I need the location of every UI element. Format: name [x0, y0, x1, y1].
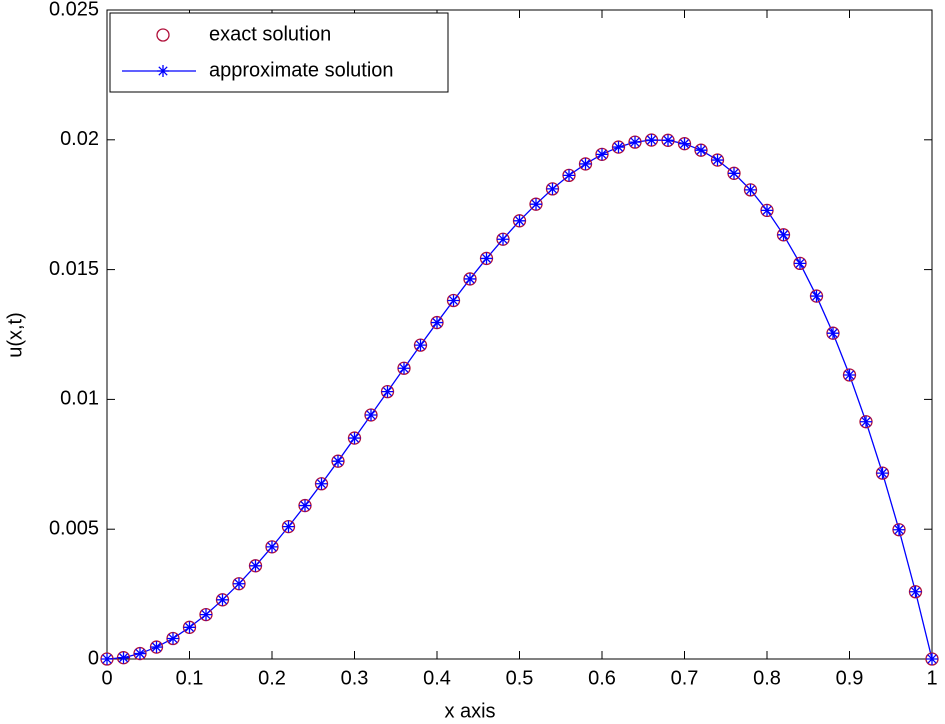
x-tick-label: 0.4 — [423, 667, 451, 689]
legend-label: approximate solution — [209, 59, 394, 81]
star-marker — [513, 214, 526, 227]
star-marker — [827, 327, 839, 340]
star-marker — [744, 183, 757, 196]
star-marker — [497, 233, 509, 246]
y-tick-label: 0.01 — [60, 388, 99, 410]
star-marker — [596, 148, 608, 161]
legend-marker — [157, 65, 169, 77]
x-tick-label: 0 — [101, 667, 112, 689]
x-tick-label: 0.3 — [341, 667, 369, 689]
star-marker — [926, 653, 938, 665]
star-marker — [678, 137, 691, 150]
star-marker — [579, 157, 592, 170]
x-tick-label: 0.2 — [258, 667, 286, 689]
star-marker — [249, 559, 262, 572]
star-marker — [381, 385, 394, 398]
star-marker — [662, 134, 674, 147]
star-marker — [299, 499, 311, 512]
star-marker — [860, 415, 872, 428]
x-tick-label: 1 — [926, 667, 937, 689]
star-marker — [332, 455, 344, 468]
star-marker — [150, 641, 163, 654]
plot-frame — [106, 9, 933, 660]
star-marker — [315, 477, 328, 490]
x-axis-label: x axis — [444, 700, 495, 722]
star-marker — [266, 540, 278, 553]
star-marker — [629, 136, 641, 149]
star-marker — [777, 228, 790, 241]
star-marker — [134, 647, 146, 660]
star-marker — [167, 632, 179, 645]
star-marker — [348, 432, 361, 445]
legend-box — [109, 12, 449, 93]
star-marker — [728, 167, 740, 180]
star-marker — [563, 169, 575, 182]
star-marker — [431, 316, 443, 329]
star-marker — [893, 523, 905, 536]
star-marker — [101, 653, 113, 665]
star-marker — [216, 593, 229, 606]
star-marker — [909, 585, 922, 598]
star-marker — [612, 141, 625, 154]
star-marker — [480, 252, 493, 265]
star-marker — [711, 154, 724, 167]
star-marker — [810, 290, 823, 303]
legend-label: exact solution — [209, 23, 331, 45]
y-tick-label: 0.005 — [49, 517, 99, 539]
legend-marker — [156, 28, 170, 42]
y-tick-label: 0 — [88, 647, 99, 669]
star-marker — [282, 520, 295, 533]
star-marker — [414, 339, 427, 352]
y-tick-label: 0.02 — [60, 128, 99, 150]
x-tick-label: 0.8 — [753, 667, 781, 689]
star-marker — [645, 134, 658, 147]
x-tick-label: 0.5 — [506, 667, 534, 689]
star-marker — [530, 198, 542, 211]
star-marker — [761, 204, 773, 217]
star-marker — [546, 182, 559, 195]
star-marker — [233, 577, 245, 590]
star-marker — [843, 368, 856, 381]
star-marker — [447, 294, 460, 307]
x-tick-label: 0.1 — [176, 667, 204, 689]
star-marker — [183, 621, 196, 634]
star-marker — [876, 467, 889, 480]
star-marker — [464, 272, 476, 285]
star-marker — [695, 144, 707, 157]
legend: exact solution approximate solution — [109, 12, 449, 93]
star-marker — [794, 257, 806, 270]
x-tick-label: 0.6 — [588, 667, 616, 689]
star-marker — [200, 608, 212, 621]
star-marker — [398, 362, 410, 375]
y-tick-label: 0.015 — [49, 258, 99, 280]
star-marker — [117, 651, 130, 664]
x-tick-label: 0.7 — [671, 667, 699, 689]
y-axis-label: u(x,t) — [4, 312, 26, 358]
star-marker — [365, 408, 377, 421]
x-tick-label: 0.9 — [836, 667, 864, 689]
y-tick-label: 0.025 — [49, 0, 99, 20]
